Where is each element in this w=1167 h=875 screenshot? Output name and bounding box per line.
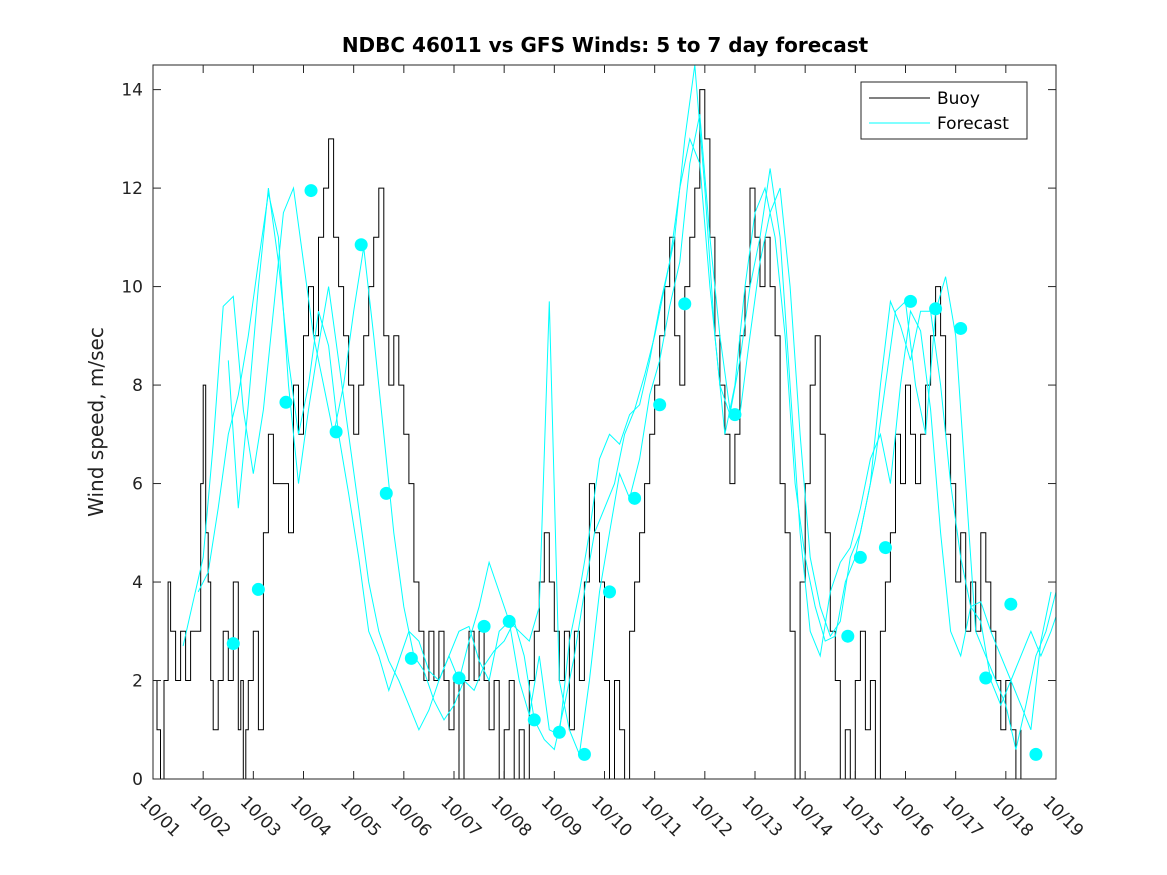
forecast-marker [1004,597,1018,611]
forecast-marker [452,671,466,685]
forecast-marker [226,637,240,651]
y-tick-label: 6 [132,475,143,495]
buoy-series-line [153,89,1022,779]
forecast-marker [404,651,418,665]
forecast-marker [653,398,667,412]
forecast-marker [279,395,293,409]
forecast-marker [979,671,993,685]
forecast-marker [251,582,265,596]
forecast-series-line-3 [227,114,1052,757]
forecast-marker [577,747,591,761]
y-tick-label: 4 [132,573,143,593]
forecast-marker [954,321,968,335]
series-layer [153,65,1056,779]
y-tick-label: 0 [132,770,143,790]
y-tick-label: 12 [121,179,143,199]
forecast-series-line-1 [182,65,1056,751]
y-tick-label: 10 [121,278,143,298]
forecast-marker [603,585,617,599]
forecast-marker [904,294,918,308]
forecast-marker [304,184,318,198]
forecast-marker [329,425,343,439]
forecast-marker [929,302,943,316]
y-tick-label: 14 [121,81,143,101]
y-tick-label: 8 [132,376,143,396]
chart-title: NDBC 46011 vs GFS Winds: 5 to 7 day fore… [342,33,869,57]
forecast-marker [1029,747,1043,761]
y-tick-label: 2 [132,672,143,692]
forecast-marker [552,725,566,739]
y-axis-label: Wind speed, m/sec [84,327,108,517]
forecast-marker [477,619,491,633]
legend-forecast-label: Forecast [937,114,1009,134]
forecast-marker [628,491,642,505]
forecast-series-line-2 [197,137,1056,736]
forecast-marker [379,486,393,500]
forecast-marker [678,297,692,311]
forecast-marker [853,550,867,564]
forecast-marker [502,614,516,628]
legend-box [860,81,1028,140]
forecast-marker [728,408,742,422]
legend-buoy-label: Buoy [937,89,980,109]
forecast-marker [527,713,541,727]
y-axis: 0 2 4 6 8 10 12 14 [121,81,1056,790]
legend: Buoy Forecast [860,81,1028,140]
forecast-marker [878,541,892,555]
forecast-marker [841,629,855,643]
marker-layer [226,184,1043,761]
forecast-marker [354,238,368,252]
